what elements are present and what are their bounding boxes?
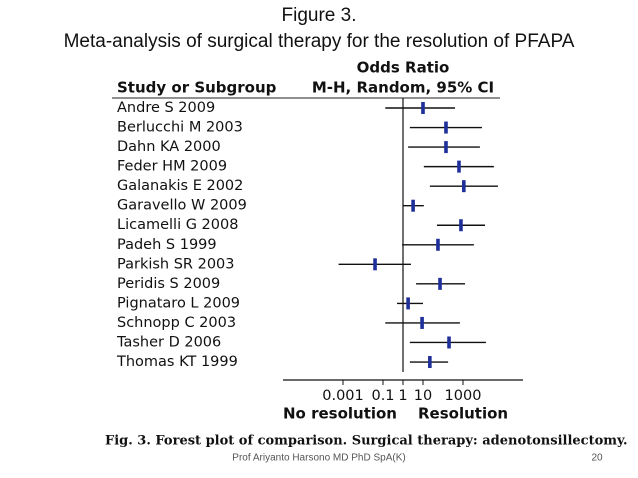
effect-header: Odds Ratio [357,59,450,77]
figure-number: Figure 3. [282,5,357,26]
caption: Fig. 3. Forest plot of comparison. Surgi… [105,434,628,449]
x-tick-label: 1000 [445,388,482,404]
slide-title: Meta-analysis of surgical therapy for th… [64,31,575,52]
study-label: Feder HM 2009 [117,159,227,175]
point-estimate [438,277,442,290]
x-label-left: No resolution [283,405,397,423]
point-estimate [462,180,466,193]
study-label: Schnopp C 2003 [117,315,236,331]
point-estimate [444,121,448,134]
x-tick-label: 10 [414,388,432,404]
point-estimate [457,160,461,173]
study-label: Tasher D 2006 [116,334,221,350]
study-header: Study or Subgroup [117,79,277,97]
page-number: 20 [591,453,603,464]
point-estimate [447,336,451,349]
point-estimate [444,141,448,154]
footer: Prof Ariyanto Harsono MD PhD SpA(K) [232,453,405,464]
point-estimate [411,199,415,212]
point-estimate [428,356,432,369]
x-tick-label: 0.1 [371,388,394,404]
x-tick-label: 1 [398,388,407,404]
study-label: Peridis S 2009 [117,276,220,292]
point-estimate [406,297,410,310]
study-label: Thomas KT 1999 [116,354,238,370]
study-label: Parkish SR 2003 [117,256,235,272]
point-estimate [373,258,377,271]
study-label: Padeh S 1999 [117,237,217,253]
study-label: Pignataro L 2009 [117,295,240,311]
study-label: Berlucchi M 2003 [117,120,243,136]
point-estimate [436,238,440,251]
study-label: Andre S 2009 [117,100,215,116]
point-estimate [421,102,425,114]
study-label: Garavello W 2009 [117,198,247,214]
point-estimate [420,316,424,329]
x-label-right: Resolution [418,405,508,423]
study-label: Dahn KA 2000 [117,139,221,155]
point-estimate [459,219,463,232]
x-tick-label: 0.001 [322,388,364,404]
method-header: M-H, Random, 95% CI [312,79,494,97]
study-label: Licamelli G 2008 [117,217,238,233]
study-label: Galanakis E 2002 [117,178,243,194]
